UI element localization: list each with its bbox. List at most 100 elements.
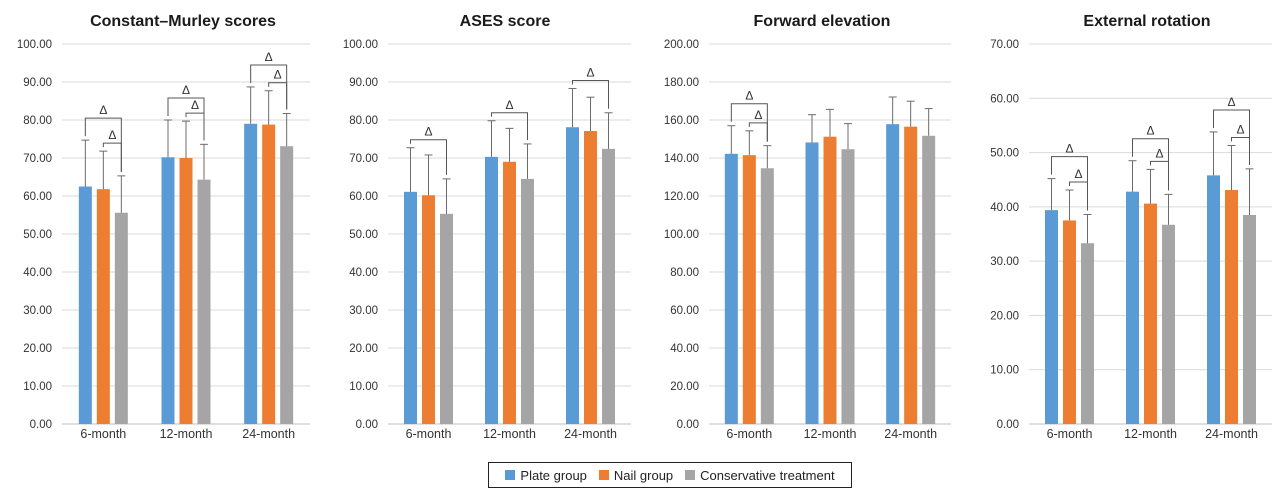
y-tick-label: 60.00 [23,191,52,203]
y-tick-label: 60.00 [349,191,378,203]
y-tick-label: 70.00 [23,153,52,165]
x-tick-label: 12-month [483,427,536,441]
bar-1 [823,136,837,424]
y-tick-label: 30.00 [349,305,378,317]
significance-label: Δ [1074,167,1082,181]
bar-1 [422,195,435,424]
y-tick-label: 180.00 [664,77,699,89]
x-tick-label: 12-month [804,427,857,441]
chart-panel-3: External rotation 0.00 10.00 20.00 30.00 40.0… [990,13,1272,441]
bar-2 [440,213,453,424]
y-tick-label: 100.00 [343,39,378,51]
y-tick-label: 160.00 [664,115,699,127]
y-tick-label: 30.00 [990,256,1019,268]
bar-1 [503,161,516,425]
y-tick-label: 120.00 [664,191,699,203]
bar-1 [262,124,276,424]
x-tick-label: 6-month [80,427,126,441]
significance-bracket [268,82,288,110]
chart-legend: Plate group Nail group Conservative trea… [488,462,852,488]
significance-label: Δ [505,98,513,112]
y-tick-label: 0.00 [997,419,1019,431]
x-tick-label: 24-month [1205,427,1258,441]
significance-label: Δ [265,50,273,64]
y-tick-label: 10.00 [990,365,1019,377]
y-tick-label: 140.00 [664,153,699,165]
x-tick-label: 12-month [160,427,213,441]
bar-0 [161,157,175,425]
significance-label: Δ [745,89,753,103]
bar-0 [404,191,417,424]
legend-label-nail: Nail group [613,467,674,483]
y-tick-label: 60.00 [990,93,1019,105]
significance-label: Δ [1065,142,1073,156]
x-tick-label: 24-month [242,427,295,441]
chart-panel-1: ASES score 0.00 10.00 20.00 30.00 40.00 50.00 6… [343,13,631,441]
y-tick-label: 20.00 [23,343,52,355]
significance-label: Δ [274,68,282,82]
legend-item-plate: Plate group [505,468,587,483]
bar-2 [602,148,615,424]
significance-bracket [1150,160,1169,191]
significance-bracket [102,142,122,172]
y-tick-label: 200.00 [664,39,699,51]
x-tick-label: 24-month [884,427,937,441]
bar-0 [566,127,579,424]
bar-1 [1144,203,1157,424]
bar-1 [742,155,756,424]
y-tick-label: 80.00 [670,267,699,279]
significance-label: Δ [754,108,762,122]
significance-bracket [1231,137,1250,165]
y-tick-label: 20.00 [670,381,699,393]
bar-2 [521,178,534,424]
significance-label: Δ [586,65,594,79]
bar-1 [96,189,110,424]
bar-0 [78,186,92,424]
significance-bracket [748,122,768,142]
bar-1 [1063,220,1076,424]
bar-0 [886,124,900,425]
bar-2 [760,168,774,424]
significance-bracket [572,79,609,109]
y-tick-label: 80.00 [349,115,378,127]
bar-0 [1207,175,1220,424]
legend-label-conservative: Conservative treatment [700,467,835,483]
y-tick-label: 50.00 [990,148,1019,160]
x-tick-label: 24-month [564,427,617,441]
y-tick-label: 0.00 [677,419,699,431]
chart-title: ASES score [460,13,551,30]
y-tick-label: 50.00 [23,229,52,241]
bar-1 [904,126,918,425]
significance-label: Δ [182,83,190,97]
significance-bracket [1069,181,1088,211]
y-tick-label: 50.00 [349,229,378,241]
significance-label: Δ [1155,146,1163,160]
y-tick-label: 20.00 [349,343,378,355]
significance-label: Δ [99,103,107,117]
significance-label: Δ [191,98,199,112]
y-tick-label: 90.00 [349,77,378,89]
legend-label-plate: Plate group [520,467,587,483]
bar-0 [1126,191,1139,424]
y-tick-label: 30.00 [23,305,52,317]
y-tick-label: 100.00 [664,229,699,241]
significance-label: Δ [424,125,432,139]
x-tick-label: 6-month [726,427,772,441]
bar-2 [197,179,211,424]
chart-title: External rotation [1083,13,1210,30]
bar-1 [584,131,597,424]
y-tick-label: 40.00 [990,202,1019,214]
bar-2 [922,135,936,424]
bar-0 [724,153,738,424]
bar-1 [179,158,193,424]
legend-swatch-conservative [685,470,696,480]
significance-bracket [410,139,447,175]
bar-0 [1045,210,1058,424]
bar-1 [1225,190,1238,424]
y-tick-label: 100.00 [17,39,52,51]
bar-2 [114,212,128,424]
significance-label: Δ [1146,124,1154,138]
bar-2 [1162,224,1175,424]
chart-panel-2: Forward elevation 0.00 20.00 40.00 60.00 80.0… [664,13,951,441]
y-tick-label: 0.00 [356,419,378,431]
